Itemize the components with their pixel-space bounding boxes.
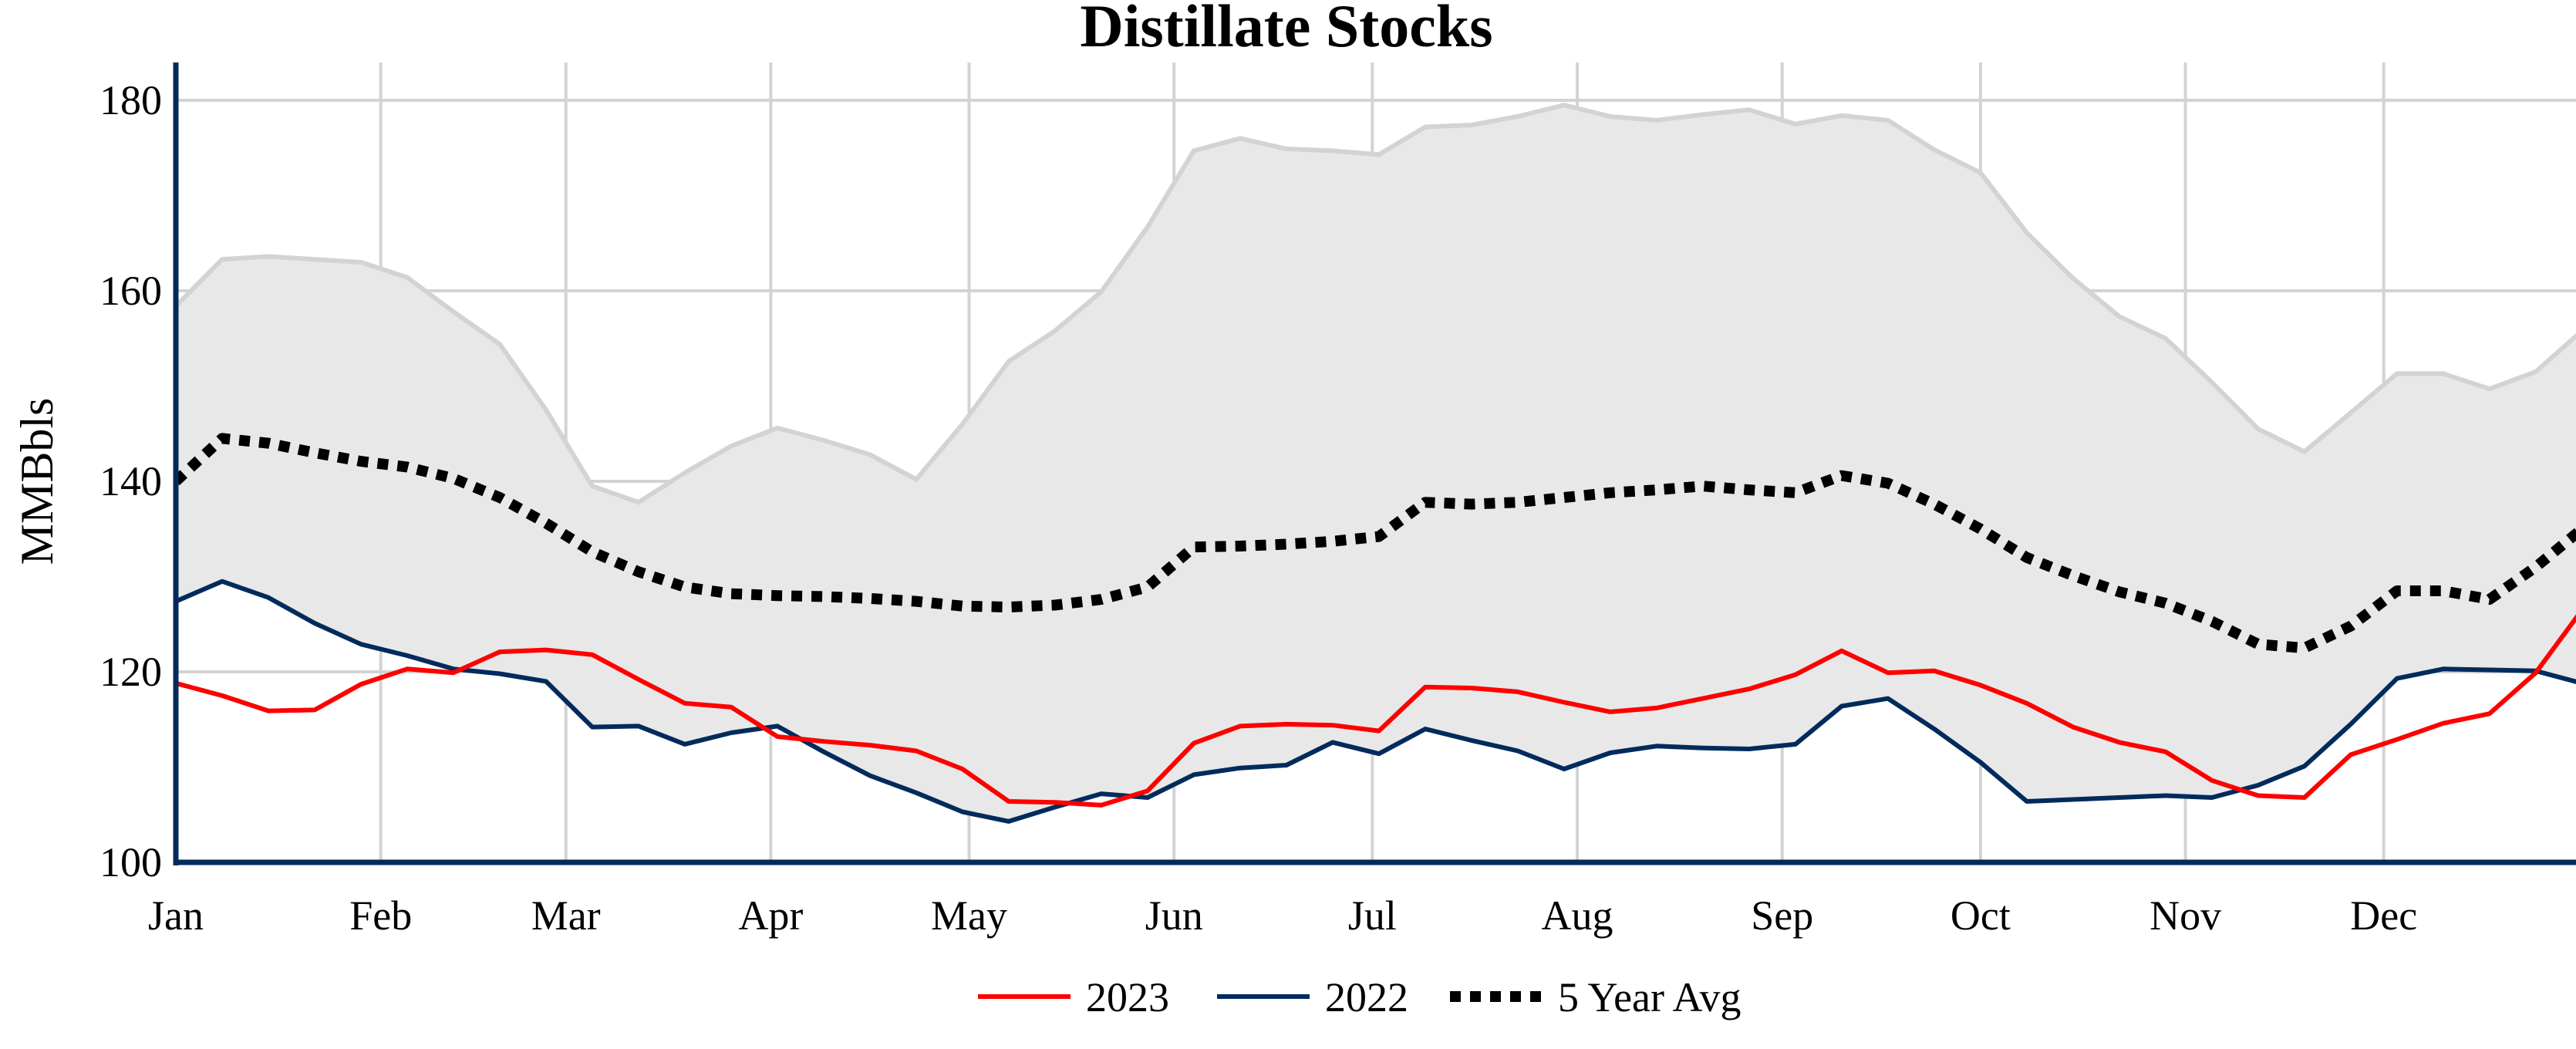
x-tick-label: Jan <box>148 892 204 939</box>
legend-label: 5 Year Avg <box>1558 974 1741 1020</box>
y-tick-label: 140 <box>99 458 162 504</box>
x-tick-label: Feb <box>349 892 412 939</box>
series-line-2023 <box>176 614 2576 808</box>
y-tick-label: 100 <box>99 839 162 885</box>
chart-title: Distillate Stocks <box>1080 0 1492 59</box>
x-tick-label: Jun <box>1145 892 1203 939</box>
x-tick-label: Oct <box>1951 892 2011 939</box>
y-axis-label: MMBbls <box>12 398 62 565</box>
series-line-5-year-avg <box>176 433 2576 654</box>
x-tick-label: Dec <box>2350 892 2417 939</box>
series-line-2022 <box>176 578 2576 824</box>
y-tick-label: 120 <box>99 649 162 695</box>
tick-labels: 100 120 140 160 180 Jan Feb Mar Apr May Jun Jul Aug S… <box>99 77 2417 939</box>
x-tick-label: Apr <box>738 892 803 939</box>
axes <box>173 62 2576 865</box>
y-tick-label: 160 <box>99 268 162 314</box>
legend-label: 2023 <box>1086 974 1169 1020</box>
x-tick-label: Nov <box>2149 892 2221 939</box>
x-tick-label: Mar <box>531 892 601 939</box>
legend: 2023 2022 5 Year Avg <box>978 974 1741 1020</box>
legend-label: 2022 <box>1325 974 1408 1020</box>
x-tick-label: Aug <box>1542 892 1613 939</box>
x-tick-label: Sep <box>1751 892 1813 939</box>
y-tick-label: 180 <box>99 77 162 123</box>
five-year-range-band <box>176 103 2576 821</box>
series-lines <box>176 433 2576 824</box>
range-max-line <box>176 103 2576 505</box>
range-band-fill <box>176 105 2576 821</box>
x-tick-label: May <box>931 892 1007 939</box>
x-tick-label: Jul <box>1348 892 1397 939</box>
